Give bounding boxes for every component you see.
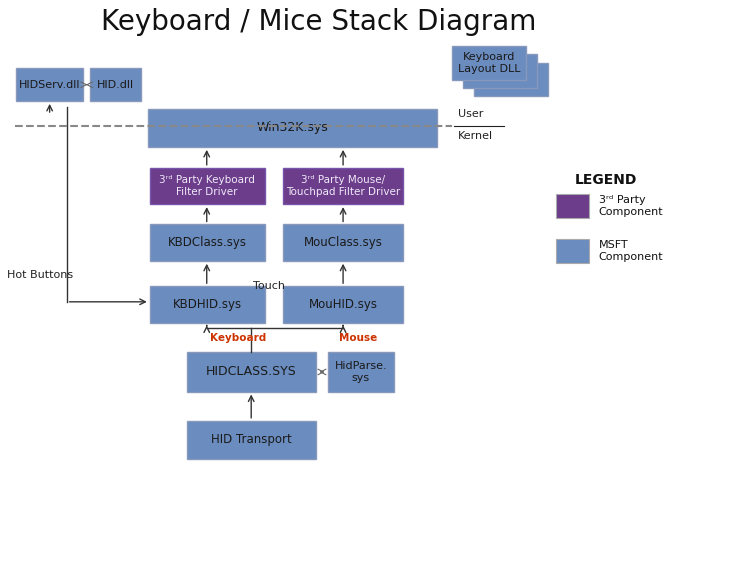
- Text: LEGEND: LEGEND: [574, 173, 637, 186]
- Text: HIDCLASS.SYS: HIDCLASS.SYS: [206, 365, 297, 379]
- FancyBboxPatch shape: [283, 168, 403, 204]
- FancyBboxPatch shape: [452, 46, 526, 80]
- FancyBboxPatch shape: [90, 68, 141, 101]
- Text: 3ʳᵈ Party Keyboard
Filter Driver: 3ʳᵈ Party Keyboard Filter Driver: [159, 175, 255, 197]
- FancyBboxPatch shape: [16, 68, 83, 101]
- Text: Hot Buttons: Hot Buttons: [7, 270, 73, 280]
- FancyBboxPatch shape: [474, 63, 548, 96]
- Text: Mouse: Mouse: [339, 333, 378, 343]
- FancyBboxPatch shape: [150, 224, 265, 261]
- Text: HIDServ.dll: HIDServ.dll: [19, 80, 80, 90]
- FancyBboxPatch shape: [556, 239, 589, 263]
- Text: Keyboard / Mice Stack Diagram: Keyboard / Mice Stack Diagram: [101, 8, 536, 36]
- FancyBboxPatch shape: [187, 421, 316, 459]
- FancyBboxPatch shape: [148, 109, 437, 147]
- Text: Win32K.sys: Win32K.sys: [257, 121, 328, 135]
- Text: Keyboard
Layout DLL: Keyboard Layout DLL: [458, 52, 520, 74]
- Text: KBDHID.sys: KBDHID.sys: [173, 298, 242, 311]
- FancyBboxPatch shape: [556, 194, 589, 218]
- FancyBboxPatch shape: [283, 286, 403, 323]
- Text: 3ʳᵈ Party Mouse/
Touchpad Filter Driver: 3ʳᵈ Party Mouse/ Touchpad Filter Driver: [286, 175, 400, 197]
- FancyBboxPatch shape: [283, 224, 403, 261]
- Text: HidParse.
sys: HidParse. sys: [334, 361, 388, 383]
- Text: Kernel: Kernel: [458, 131, 493, 141]
- FancyBboxPatch shape: [187, 352, 316, 392]
- Text: 3ʳᵈ Party
Component: 3ʳᵈ Party Component: [599, 195, 663, 217]
- Text: Touch: Touch: [253, 281, 285, 291]
- Text: MSFT
Component: MSFT Component: [599, 240, 663, 261]
- Text: KBDClass.sys: KBDClass.sys: [167, 236, 247, 249]
- Text: MouHID.sys: MouHID.sys: [308, 298, 378, 311]
- Text: HID.dll: HID.dll: [97, 80, 134, 90]
- FancyBboxPatch shape: [328, 352, 394, 392]
- Text: MouClass.sys: MouClass.sys: [304, 236, 382, 249]
- Text: HID Transport: HID Transport: [211, 433, 292, 447]
- Text: Keyboard: Keyboard: [210, 333, 267, 343]
- FancyBboxPatch shape: [150, 286, 265, 323]
- FancyBboxPatch shape: [150, 168, 265, 204]
- FancyBboxPatch shape: [463, 54, 537, 88]
- Text: User: User: [458, 109, 483, 119]
